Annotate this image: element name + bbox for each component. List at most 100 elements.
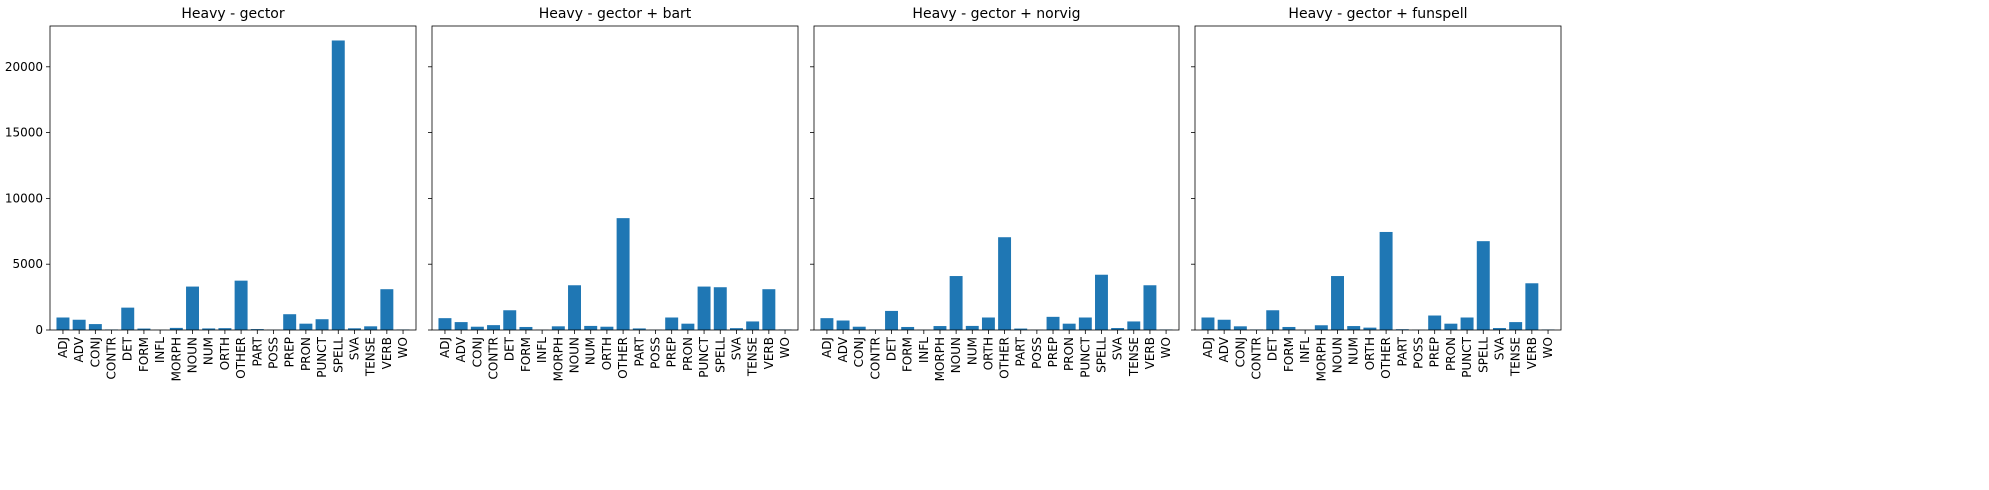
x-tick-label: DET: [885, 336, 899, 361]
x-tick-label: ADV: [836, 336, 850, 362]
bar-verb: [762, 289, 776, 330]
x-tick-label: FORM: [901, 337, 915, 372]
x-tick-label: ADV: [454, 336, 468, 362]
x-tick-label: NUM: [1347, 337, 1361, 365]
x-tick-label: FORM: [137, 337, 151, 372]
x-tick-label: SVA: [1111, 336, 1125, 360]
x-tick-label: OTHER: [998, 337, 1012, 379]
bar-pron: [681, 323, 695, 330]
bar-adv: [72, 319, 86, 330]
x-tick-label: ORTH: [218, 337, 232, 370]
bar-part: [1014, 328, 1028, 330]
bar-form: [901, 326, 915, 330]
x-tick-label: ADV: [1217, 336, 1231, 362]
axes-frame: [431, 25, 799, 331]
x-tick-label: VERB: [380, 337, 394, 369]
x-tick-label: OTHER: [234, 337, 248, 379]
x-tick-label: OTHER: [616, 337, 630, 379]
subplot-1: Heavy - gector ADJ ADV CONJ CONTR DET FORM INFL…: [5, 6, 417, 381]
subplot-3: Heavy - gector + norvig ADJ ADV CONJ CONTR DE…: [810, 6, 1180, 381]
x-tick-label: SPELL: [1094, 337, 1108, 373]
x-tick-label: ORTH: [600, 337, 614, 370]
x-tick-label: POSS: [1030, 337, 1044, 369]
y-tick-label: 0: [35, 323, 43, 337]
bar-pron: [299, 323, 313, 330]
x-tick-label: CONJ: [470, 337, 484, 367]
bar-num: [584, 325, 598, 330]
subplot-title: Heavy - gector + norvig: [912, 6, 1080, 22]
x-tick-label: CONTR: [105, 337, 119, 379]
subplot-title: Heavy - gector + bart: [539, 6, 692, 22]
bar-noun: [949, 276, 963, 330]
subplot-4: Heavy - gector + funspell ADJ ADV CONJ CONTR…: [1191, 6, 1562, 381]
x-tick-label: PUNCT: [1460, 336, 1474, 377]
x-tick-label: PREP: [283, 337, 297, 367]
x-tick-label: VERB: [762, 337, 776, 369]
x-tick-label: ADJ: [1201, 337, 1215, 358]
y-tick-label: 20000: [5, 60, 43, 74]
bar-adj: [820, 318, 834, 330]
x-tick-label: MORPH: [933, 337, 947, 381]
x-tick-label: SVA: [729, 336, 743, 360]
bar-adv: [1217, 319, 1231, 330]
x-tick-label: WO: [396, 337, 410, 358]
x-tick-label: CONJ: [88, 337, 102, 367]
x-tick-label: WO: [1541, 337, 1555, 358]
x-tick-label: OTHER: [1379, 337, 1393, 379]
x-tick-label: NUM: [965, 337, 979, 365]
x-tick-label: POSS: [648, 337, 662, 369]
x-tick-label: PRON: [681, 337, 695, 371]
x-tick-label: SPELL: [1476, 337, 1490, 373]
x-tick-label: PREP: [1046, 337, 1060, 367]
x-tick-label: SVA: [347, 336, 361, 360]
bar-verb: [380, 289, 394, 330]
axes-frame: [1194, 25, 1562, 331]
x-tick-label: DET: [503, 336, 517, 361]
bar-form: [137, 328, 151, 330]
y-tick-label: 10000: [5, 191, 43, 205]
x-tick-label: CONTR: [1250, 337, 1264, 379]
bar-sva: [1111, 328, 1125, 330]
x-tick-label: ADJ: [820, 337, 834, 358]
bar-adv: [454, 322, 468, 330]
x-tick-label: MORPH: [169, 337, 183, 381]
subplot-2: Heavy - gector + bart ADJ ADV CONJ CONTR DET F…: [428, 6, 799, 381]
x-tick-label: MORPH: [551, 337, 565, 381]
bar-prep: [665, 317, 679, 330]
x-tick-label: PART: [1395, 336, 1409, 366]
x-tick-label: MORPH: [1314, 337, 1328, 381]
x-tick-label: INFL: [153, 337, 167, 363]
bar-part: [632, 328, 646, 330]
x-tick-label: DET: [121, 336, 135, 361]
bar-adj: [1201, 317, 1215, 330]
bar-num: [202, 328, 216, 330]
bar-other: [616, 218, 630, 330]
x-tick-label: NUM: [584, 337, 598, 365]
bar-num: [1347, 326, 1361, 330]
x-tick-label: WO: [1159, 337, 1173, 358]
x-tick-label: ORTH: [981, 337, 995, 370]
bar-other: [234, 280, 248, 330]
bar-det: [503, 310, 517, 330]
bar-sva: [1492, 328, 1506, 330]
x-tick-label: ADV: [72, 336, 86, 362]
bar-other: [1379, 231, 1393, 330]
bar-spell: [713, 287, 727, 330]
x-tick-label: PRON: [1062, 337, 1076, 371]
x-tick-label: NOUN: [949, 337, 963, 373]
x-tick-label: INFL: [535, 337, 549, 363]
y-tick-label: 15000: [5, 126, 43, 140]
x-tick-label: ADJ: [56, 337, 70, 358]
bar-conj: [88, 324, 102, 330]
x-tick-label: SPELL: [713, 337, 727, 373]
x-tick-label: POSS: [1411, 337, 1425, 369]
bar-punct: [697, 286, 711, 330]
y-tick-label: 5000: [12, 257, 43, 271]
bar-det: [121, 307, 135, 330]
bar-det: [885, 310, 898, 330]
x-tick-label: TENSE: [1509, 337, 1523, 377]
bar-num: [965, 325, 979, 330]
x-tick-label: WO: [778, 337, 792, 358]
